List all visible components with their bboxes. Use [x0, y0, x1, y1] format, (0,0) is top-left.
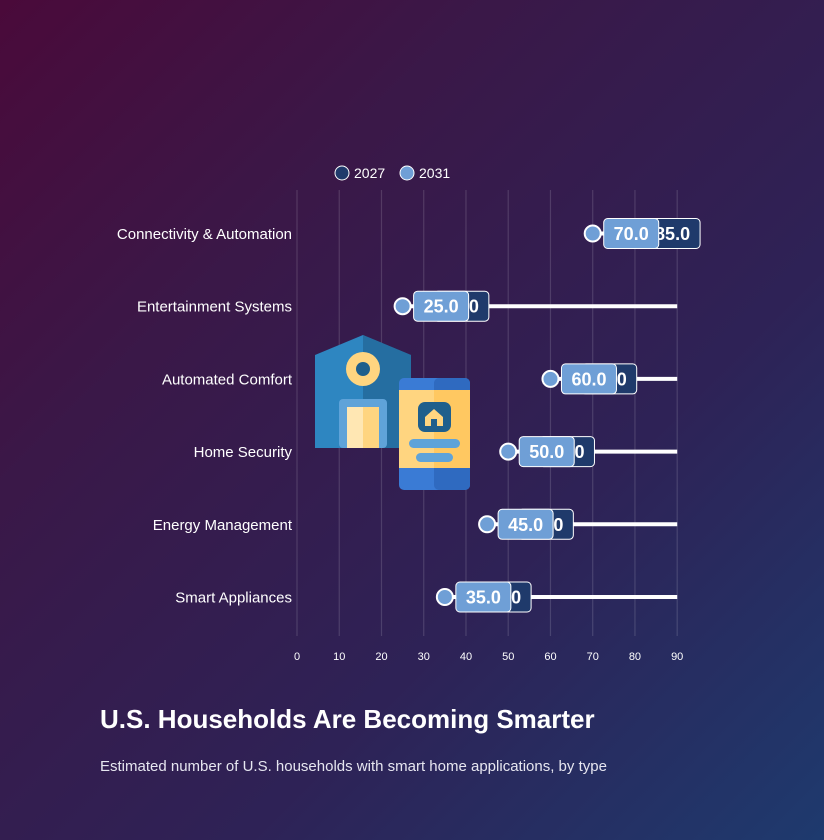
- x-tick-label: 50: [502, 651, 514, 663]
- marker-2031: [435, 588, 454, 606]
- value-label-2031-box: [413, 290, 470, 322]
- smart-home-house-phone-icon: [315, 335, 470, 490]
- value-label-2031-box: [497, 508, 554, 540]
- phone-line-1-icon: [409, 439, 460, 448]
- x-tick-label: 60: [544, 651, 556, 663]
- value-label-2031-text: 45.0: [508, 515, 543, 535]
- value-label-2031-text: 50.0: [529, 442, 564, 462]
- legend-label-2031: 2031: [419, 165, 450, 181]
- value-label-2031: 25.0: [413, 290, 470, 322]
- marker-2031: [393, 297, 412, 316]
- chart-subtitle: Estimated number of U.S. households with…: [100, 758, 607, 775]
- chart-title: U.S. Households Are Becoming Smarter: [100, 704, 595, 734]
- phone-line-2-icon: [416, 453, 453, 462]
- value-label-2031-text: 35.0: [466, 588, 501, 608]
- legend-label-2027: 2027: [354, 165, 385, 181]
- value-label-2031-box: [455, 581, 512, 613]
- x-tick-label: 0: [294, 651, 300, 663]
- x-tick-label: 40: [460, 651, 472, 663]
- legend-marker-2027: [334, 165, 350, 181]
- x-tick-label: 80: [629, 651, 641, 663]
- value-label-2031-box: [560, 363, 617, 395]
- value-label-2031-box: [603, 218, 660, 249]
- marker-2031: [478, 515, 497, 534]
- category-label: Smart Appliances: [175, 590, 292, 607]
- value-label-2031: 35.0: [455, 581, 512, 613]
- value-label-2031-text: 60.0: [571, 369, 606, 389]
- legend-marker-2031: [399, 165, 415, 181]
- value-label-2031: 70.0: [603, 218, 660, 249]
- category-labels: Connectivity & Automation Entertainment S…: [117, 226, 293, 607]
- house-door-panel-icon: [347, 407, 363, 448]
- value-label-2031: 45.0: [497, 508, 554, 540]
- phone-app-door-icon: [431, 419, 437, 426]
- value-label-2027-text: 85.0: [655, 224, 690, 244]
- category-label: Home Security: [194, 444, 293, 461]
- value-label-2031: 50.0: [518, 436, 575, 468]
- legend: 2027 2031: [334, 165, 450, 181]
- marker-2031: [541, 369, 560, 388]
- x-tick-label: 90: [671, 651, 683, 663]
- x-tick-label: 70: [587, 651, 599, 663]
- x-tick-label: 30: [418, 651, 430, 663]
- value-label-2031-text: 25.0: [424, 297, 459, 317]
- value-label-2031-box: [518, 436, 575, 468]
- x-axis-ticks: 0 10 20 30 40 50 60 70 80 90: [294, 651, 683, 663]
- house-window-center-icon: [356, 362, 370, 376]
- marker-2031: [583, 224, 602, 243]
- marker-2031: [499, 442, 518, 461]
- category-label: Entertainment Systems: [137, 299, 292, 316]
- value-label-2031: 60.0: [560, 363, 617, 395]
- value-label-2031-text: 70.0: [614, 224, 649, 244]
- category-label: Automated Comfort: [162, 371, 293, 388]
- x-tick-label: 10: [333, 651, 345, 663]
- category-label: Connectivity & Automation: [117, 226, 292, 243]
- data-markers: 85.070.035.025.070.060.060.050.055.045.0…: [393, 218, 701, 613]
- phone-app-house-icon: [425, 409, 443, 426]
- x-tick-label: 20: [375, 651, 387, 663]
- category-label: Energy Management: [153, 517, 293, 534]
